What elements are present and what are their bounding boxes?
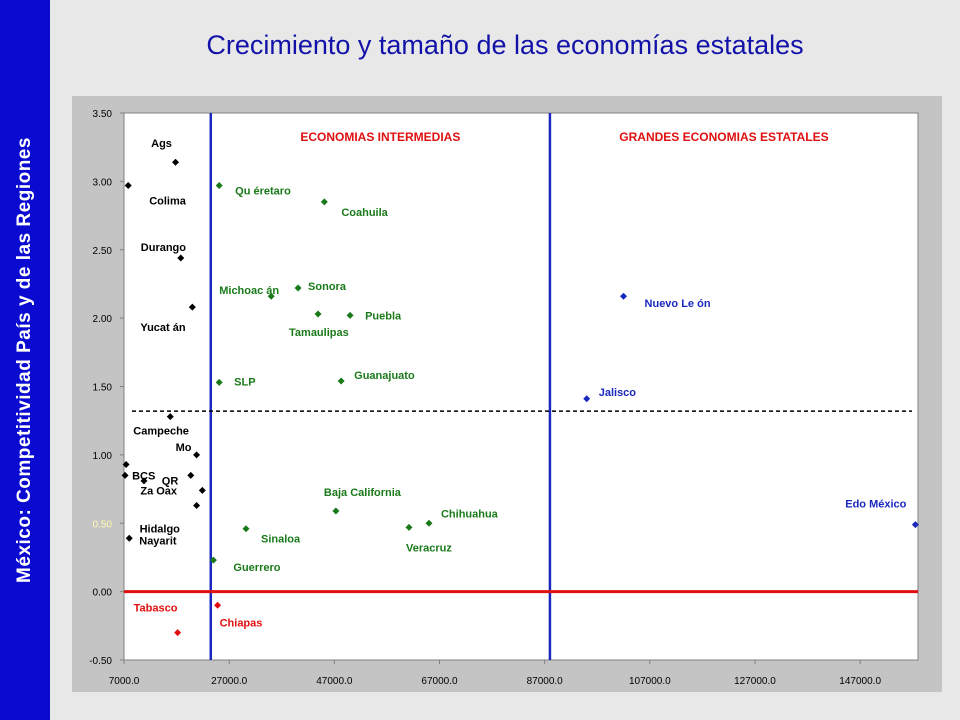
y-tick-label: 2.50 — [93, 246, 113, 257]
data-point-marker — [346, 311, 354, 319]
data-point-label: Chihuahua — [441, 508, 499, 520]
data-point-marker — [425, 519, 433, 527]
x-tick-label: 7000.0 — [109, 676, 140, 687]
y-tick-label: 0.50 — [93, 519, 113, 530]
data-point-label: QR — [162, 475, 179, 487]
data-point-marker — [314, 310, 322, 318]
x-tick-label: 147000.0 — [839, 676, 881, 687]
data-point-marker — [911, 521, 919, 529]
data-point-marker — [320, 198, 328, 206]
data-point-marker — [125, 534, 133, 542]
y-tick-label: -0.50 — [89, 656, 112, 667]
data-point-marker — [174, 629, 182, 637]
data-point-marker — [198, 486, 206, 494]
data-point-label: Tamaulipas — [289, 327, 349, 339]
data-point-marker — [405, 523, 413, 531]
y-tick-label: 1.50 — [93, 383, 113, 394]
region-label-grandes: GRANDES ECONOMIAS ESTATALES — [619, 130, 828, 144]
data-point-marker — [620, 292, 628, 300]
x-tick-label: 127000.0 — [734, 676, 776, 687]
data-point-label: Veracruz — [406, 542, 452, 554]
y-tick-label: 3.00 — [93, 177, 113, 188]
data-point-marker — [177, 254, 185, 262]
data-point-marker — [214, 601, 222, 609]
data-point-marker — [215, 378, 223, 386]
data-point-label: Mo — [176, 442, 192, 454]
data-point-label: Coahuila — [341, 207, 388, 219]
data-point-label: Puebla — [365, 310, 402, 322]
data-point-label: BCS — [132, 470, 155, 482]
x-tick-label: 67000.0 — [421, 676, 458, 687]
data-point-label: Colima — [149, 195, 187, 207]
data-point-label: SLP — [234, 376, 255, 388]
data-point-marker — [267, 292, 275, 300]
data-point-label: Baja California — [324, 487, 402, 499]
data-point-label: Durango — [141, 242, 187, 254]
data-point-label: Ags — [151, 138, 172, 150]
data-point-label: Hidalgo — [140, 523, 181, 535]
data-point-label: Za Oax — [140, 485, 178, 497]
x-tick-label: 87000.0 — [527, 676, 564, 687]
data-point-marker — [122, 460, 130, 468]
data-point-label: Yucat án — [140, 322, 186, 334]
data-point-label: Nuevo Le ón — [645, 298, 711, 310]
region-label-intermedias: ECONOMIAS INTERMEDIAS — [300, 130, 460, 144]
data-point-marker — [172, 158, 180, 166]
x-tick-label: 107000.0 — [629, 676, 671, 687]
data-point-label: Chiapas — [220, 617, 263, 629]
sidebar-banner: México: Competitividad País y de las Reg… — [0, 0, 50, 720]
data-point-marker — [193, 451, 201, 459]
data-point-label: Jalisco — [599, 387, 637, 399]
y-tick-label: 2.00 — [93, 314, 113, 325]
y-tick-label: 0.00 — [93, 588, 113, 599]
data-point-label: Tabasco — [134, 603, 178, 615]
data-point-label: Guanajuato — [354, 370, 415, 382]
data-point-marker — [242, 525, 250, 533]
data-point-marker — [215, 181, 223, 189]
data-point-label: Sinaloa — [261, 534, 301, 546]
data-point-marker — [583, 395, 591, 403]
chart-title: Crecimiento y tamaño de las economías es… — [206, 30, 804, 60]
data-point-marker — [209, 556, 217, 564]
x-tick-label: 27000.0 — [211, 676, 248, 687]
data-point-marker — [193, 501, 201, 509]
data-point-marker — [124, 181, 132, 189]
data-point-label: Sonora — [308, 281, 347, 293]
y-tick-label: 3.50 — [93, 109, 113, 120]
data-point-marker — [332, 507, 340, 515]
data-point-label: Edo México — [845, 499, 906, 511]
data-point-label: Michoac án — [219, 285, 279, 297]
data-point-marker — [337, 377, 345, 385]
data-point-marker — [188, 303, 196, 311]
data-point-marker — [166, 413, 174, 421]
plot-area — [123, 112, 919, 661]
data-point-marker — [140, 477, 148, 485]
data-point-marker — [187, 471, 195, 479]
data-point-label: Guerrero — [233, 562, 280, 574]
data-point-marker — [294, 284, 302, 292]
data-point-label: Nayarit — [139, 535, 177, 547]
data-point-label: Campeche — [133, 426, 189, 438]
y-tick-label: 1.00 — [93, 451, 113, 462]
data-point-marker — [121, 471, 129, 479]
x-tick-label: 47000.0 — [316, 676, 353, 687]
data-point-label: Qu éretaro — [235, 185, 291, 197]
